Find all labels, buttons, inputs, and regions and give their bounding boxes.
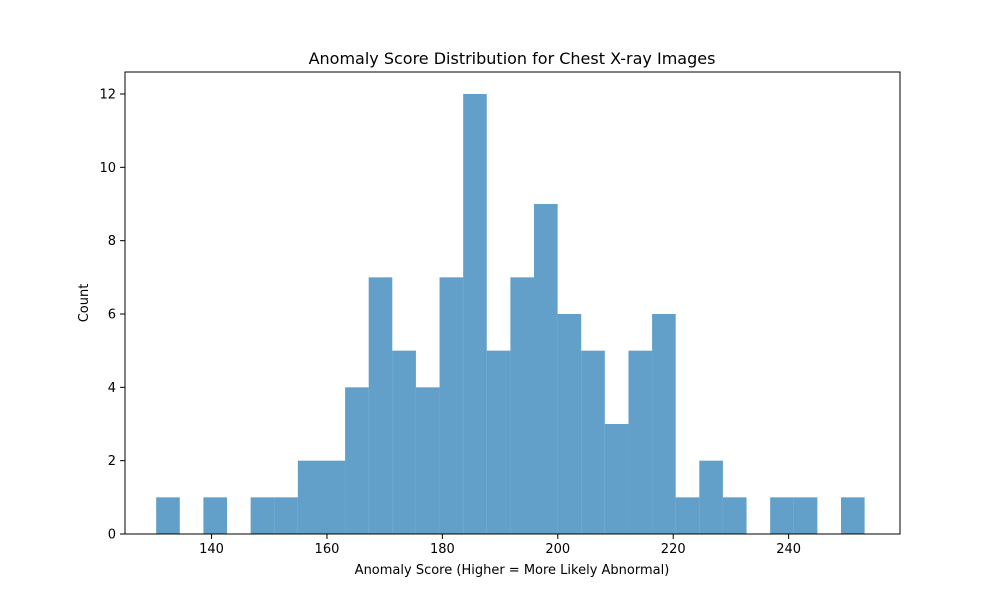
histogram-bar-7	[321, 460, 346, 534]
histogram-bar-13	[463, 94, 487, 534]
y-tick-label-5: 10	[99, 161, 116, 176]
x-tick-label-5: 240	[776, 542, 801, 557]
histogram-bar-6	[297, 460, 322, 534]
histogram-bar-16	[534, 204, 558, 534]
histogram-bar-0	[156, 497, 180, 534]
histogram-bar-4	[250, 497, 275, 534]
histogram-bar-22	[675, 497, 700, 534]
x-tick-label-4: 220	[661, 542, 686, 557]
plot-frame	[124, 71, 901, 535]
bars-group	[156, 94, 865, 534]
histogram-bar-9	[368, 277, 393, 534]
x-tick-label-3: 200	[545, 542, 570, 557]
histogram-bar-10	[392, 350, 416, 534]
y-tick-label-4: 8	[108, 234, 116, 249]
histogram-bar-12	[439, 277, 464, 534]
histogram-bar-11	[415, 387, 440, 534]
histogram-bar-17	[557, 314, 582, 534]
x-tick-label-2: 180	[430, 542, 455, 557]
y-tick-label-2: 4	[108, 381, 116, 396]
y-tick-label-6: 12	[99, 88, 116, 103]
x-axis-label: Anomaly Score (Higher = More Likely Abno…	[355, 563, 670, 578]
y-axis-label: Count	[77, 284, 92, 323]
histogram-bar-26	[770, 497, 794, 534]
histogram-bar-19	[604, 424, 629, 534]
x-tick-label-1: 160	[315, 542, 340, 557]
histogram-bar-18	[581, 350, 605, 534]
x-axis-ticks: 140 160 180 200 220 240	[199, 534, 801, 557]
x-tick-label-0: 140	[199, 542, 224, 557]
histogram-bar-23	[699, 460, 723, 534]
histogram-bar-29	[841, 497, 865, 534]
histogram-bar-8	[345, 387, 369, 534]
chart-title: Anomaly Score Distribution for Chest X-r…	[309, 49, 716, 68]
histogram-bar-15	[510, 277, 535, 534]
histogram-bar-24	[722, 497, 747, 534]
y-tick-label-1: 2	[108, 454, 116, 469]
histogram-bar-20	[628, 350, 653, 534]
histogram-bar-5	[274, 497, 298, 534]
y-tick-label-3: 6	[108, 308, 116, 323]
y-tick-label-0: 0	[108, 528, 116, 543]
histogram-bar-14	[486, 350, 511, 534]
y-axis-ticks: 0 2 4 6 8 10 12	[99, 88, 125, 543]
histogram-bar-2	[203, 497, 228, 534]
histogram-bar-27	[793, 497, 818, 534]
histogram-bar-21	[652, 314, 676, 534]
